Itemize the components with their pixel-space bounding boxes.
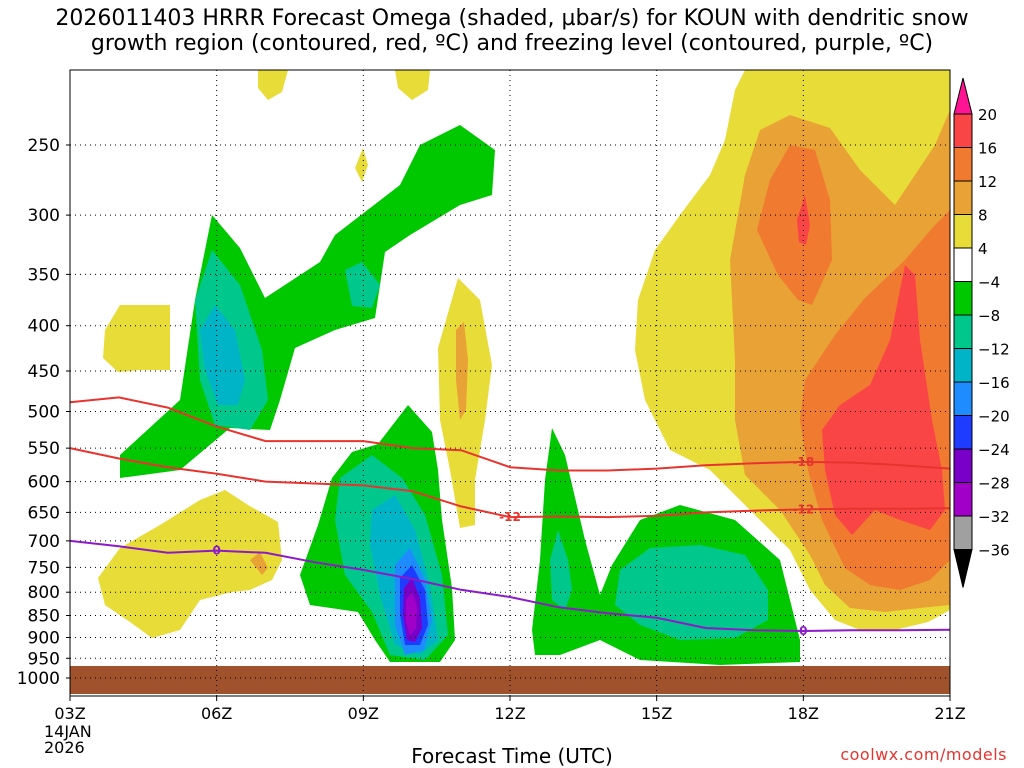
colorbar-tick-label: −12 bbox=[978, 341, 1010, 359]
contour-label-0: 0 bbox=[799, 624, 807, 638]
colorbar-swatch bbox=[953, 348, 973, 383]
colorbar-swatch bbox=[953, 214, 973, 249]
contour-line--18 bbox=[69, 396, 951, 472]
x-tick-label: 15Z bbox=[641, 704, 672, 723]
colorbar-swatch bbox=[953, 381, 973, 416]
y-tick-label: 800 bbox=[28, 583, 60, 603]
y-tick-label: 750 bbox=[28, 558, 60, 578]
colorbar-tick-label: 4 bbox=[978, 240, 988, 258]
x-tick-label: 03Z bbox=[54, 704, 85, 723]
y-tick-label: 250 bbox=[28, 136, 60, 156]
y-tick-label: 650 bbox=[28, 503, 60, 523]
contour-label--12: -12 bbox=[499, 510, 521, 524]
x-axis-title: Forecast Time (UTC) bbox=[411, 744, 613, 768]
colorbar-swatch bbox=[953, 180, 973, 215]
colorbar-tick-label: −28 bbox=[978, 475, 1010, 493]
x-tick-label: 21Z bbox=[934, 704, 965, 723]
y-tick-label: 600 bbox=[28, 473, 60, 493]
x-tick-label: 09Z bbox=[348, 704, 379, 723]
y-tick-label: 450 bbox=[28, 362, 60, 382]
colorbar-tick-label: −20 bbox=[978, 408, 1010, 426]
colorbar-tick-label: −32 bbox=[978, 508, 1010, 526]
y-tick-label: 400 bbox=[28, 317, 60, 337]
colorbar-swatch bbox=[953, 482, 973, 517]
contour-lines: -18 -12 -12 0 0 bbox=[69, 396, 951, 638]
colorbar-swatch bbox=[953, 415, 973, 450]
chart-title-line-1: 2026011403 HRRR Forecast Omega (shaded, … bbox=[55, 6, 969, 31]
colorbar-tick-label: 8 bbox=[978, 207, 988, 225]
omega-region-left bbox=[120, 125, 495, 478]
contour-line--12 bbox=[69, 447, 951, 519]
y-tick-label: 350 bbox=[28, 265, 60, 285]
y-tick-label: 300 bbox=[28, 206, 60, 226]
colorbar-swatch bbox=[953, 281, 973, 316]
colorbar-tick-label: −8 bbox=[978, 307, 1000, 325]
colorbar-swatch bbox=[953, 448, 973, 483]
colorbar-tick-label: −36 bbox=[978, 542, 1010, 560]
colorbar-swatch bbox=[953, 247, 973, 282]
y-tick-label: 900 bbox=[28, 628, 60, 648]
omega-shading bbox=[98, 70, 950, 665]
colorbar-swatch bbox=[953, 113, 973, 148]
colorbar-tick-label: 16 bbox=[978, 140, 997, 158]
x-tick-label: 06Z bbox=[201, 704, 232, 723]
y-tick-label: 850 bbox=[28, 607, 60, 627]
y-tick-label: 500 bbox=[28, 403, 60, 423]
x-axis-labels: 03Z 06Z 09Z 12Z 15Z 18Z 21Z bbox=[54, 696, 966, 723]
colorbar-tick-label: −4 bbox=[978, 274, 1000, 292]
colorbar-top-arrow bbox=[953, 77, 973, 115]
x-tick-label: 12Z bbox=[494, 704, 525, 723]
date-label-year: 2026 bbox=[44, 738, 85, 757]
colorbar-bottom-arrow bbox=[953, 549, 973, 588]
chart-title-line-2: growth region (contoured, red, ºC) and f… bbox=[90, 31, 934, 56]
y-axis-labels: 2503003504004505005506006507007508008509… bbox=[17, 136, 70, 689]
y-tick-label: 1000 bbox=[17, 669, 60, 689]
colorbar: 20 16 12 8 4 −4 −8 −12 −16 −20 −24 −28 −32 −36 bbox=[953, 77, 1010, 588]
contour-label--12: -12 bbox=[792, 502, 814, 516]
colorbar-tick-label: 12 bbox=[978, 173, 997, 191]
omega-region-left-blue bbox=[200, 305, 245, 405]
colorbar-swatch bbox=[953, 147, 973, 182]
colorbar-swatch bbox=[953, 314, 973, 349]
date-label-day: 14JAN bbox=[44, 722, 92, 741]
contour-label-0: 0 bbox=[212, 544, 220, 558]
contour-label--18: -18 bbox=[792, 455, 814, 469]
y-tick-label: 550 bbox=[28, 439, 60, 459]
grid bbox=[69, 70, 951, 696]
colorbar-tick-label: 20 bbox=[978, 106, 997, 124]
colorbar-tick-label: −16 bbox=[978, 374, 1010, 392]
y-tick-label: 950 bbox=[28, 649, 60, 669]
colorbar-swatch bbox=[953, 515, 973, 550]
credit-label: coolwx.com/models bbox=[840, 745, 1007, 764]
y-tick-label: 700 bbox=[28, 532, 60, 552]
contour-line-0 bbox=[69, 539, 951, 633]
x-tick-label: 18Z bbox=[788, 704, 819, 723]
colorbar-tick-label: −24 bbox=[978, 441, 1010, 459]
